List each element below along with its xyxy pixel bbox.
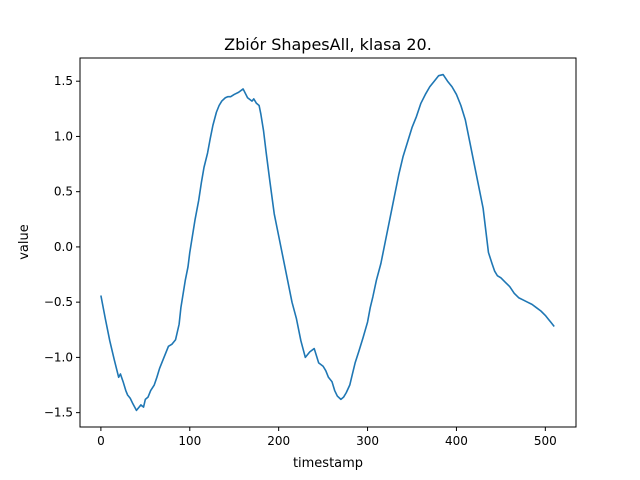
y-tick-label: 1.5 <box>54 74 73 88</box>
chart-title: Zbiór ShapesAll, klasa 20. <box>224 35 432 54</box>
x-tick-label: 100 <box>178 434 201 448</box>
y-axis-ticks: −1.5 −1.0 −0.5 0.0 0.5 1.0 1.5 <box>44 74 80 420</box>
x-axis-label: timestamp <box>293 456 363 471</box>
y-tick-label: 1.0 <box>54 129 73 143</box>
y-tick-label: 0.0 <box>54 240 73 254</box>
x-tick-label: 300 <box>356 434 379 448</box>
plot-area: 0 100 200 300 400 500 −1.5 −1.0 −0.5 0.0 0.5 1.0 1.… <box>44 57 577 448</box>
x-tick-label: 0 <box>97 434 105 448</box>
y-tick-label: 0.5 <box>54 185 73 199</box>
axes-frame <box>79 57 577 428</box>
y-tick-label: −1.0 <box>44 350 73 364</box>
y-tick-label: −0.5 <box>44 295 73 309</box>
x-tick-label: 400 <box>445 434 468 448</box>
x-tick-label: 200 <box>267 434 290 448</box>
x-axis-ticks: 0 100 200 300 400 500 <box>97 427 557 448</box>
y-tick-label: −1.5 <box>44 406 73 420</box>
series-line <box>100 73 555 412</box>
x-tick-label: 500 <box>534 434 557 448</box>
y-axis-label: value <box>17 224 32 260</box>
